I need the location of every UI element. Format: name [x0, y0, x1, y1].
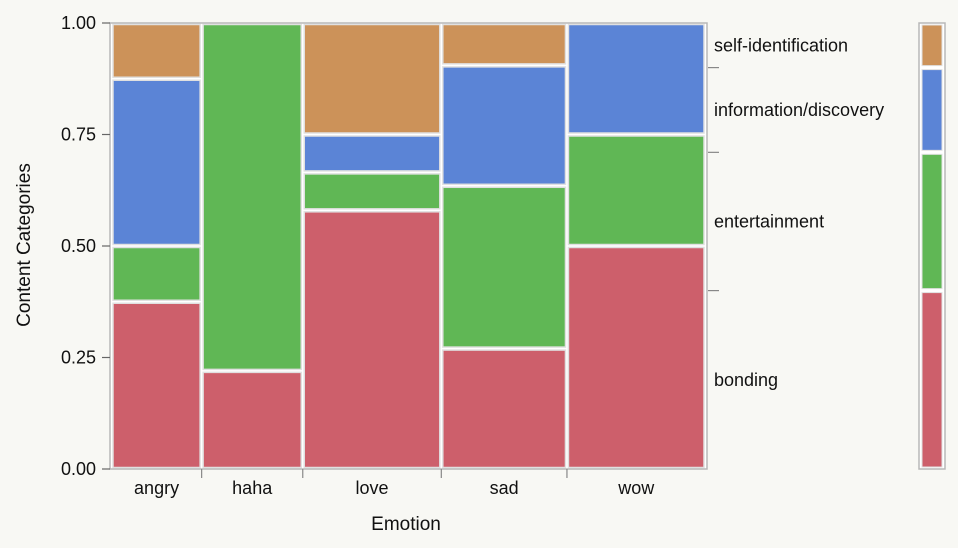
category-label-self-identification: self-identification	[714, 35, 848, 55]
tile-love-information-discovery	[303, 135, 441, 172]
marginal-bar	[918, 22, 946, 470]
marginal-segment-self-identification	[921, 24, 943, 67]
tile-love-self-identification	[303, 23, 441, 134]
tile-sad-information-discovery	[442, 66, 567, 186]
y-axis-title: Content Categories	[14, 163, 35, 327]
tile-love-entertainment	[303, 173, 441, 210]
category-label-entertainment: entertainment	[714, 211, 824, 231]
marginal-segment-information-discovery	[921, 69, 943, 151]
y-tick-label: 0.50	[61, 236, 96, 256]
tile-sad-self-identification	[442, 23, 567, 65]
y-tick-label: 0.25	[61, 348, 96, 368]
tile-love-bonding	[303, 211, 441, 469]
tile-angry-entertainment	[112, 246, 201, 301]
y-tick-label: 0.00	[61, 459, 96, 479]
marginal-segment-entertainment	[921, 153, 943, 290]
tile-haha-bonding	[202, 371, 303, 469]
tile-sad-bonding	[442, 349, 567, 469]
tile-sad-entertainment	[442, 186, 567, 348]
tile-angry-self-identification	[112, 23, 201, 78]
category-labels: bonding entertainment information/discover…	[708, 35, 884, 390]
tile-angry-bonding	[112, 302, 201, 469]
axes: 0.00 0.25 0.50 0.75 1.00 angry haha love sad wow	[61, 13, 655, 498]
category-label-information-discovery: information/discovery	[714, 100, 884, 120]
marginal-segment-bonding	[921, 292, 943, 468]
x-tick-label: haha	[232, 478, 273, 498]
tile-haha-entertainment	[202, 23, 303, 371]
y-tick-label: 1.00	[61, 13, 96, 33]
plot-area	[109, 22, 708, 470]
tile-angry-information-discovery	[112, 79, 201, 246]
category-label-bonding: bonding	[714, 370, 778, 390]
tile-wow-bonding	[567, 246, 705, 469]
x-tick-label: sad	[490, 478, 519, 498]
y-tick-label: 0.75	[61, 125, 96, 145]
x-tick-label: love	[356, 478, 389, 498]
x-tick-label: angry	[134, 478, 179, 498]
x-axis-title: Emotion	[371, 514, 441, 535]
x-tick-label: wow	[617, 478, 655, 498]
tile-wow-information-discovery	[567, 23, 705, 134]
tile-wow-entertainment	[567, 135, 705, 246]
